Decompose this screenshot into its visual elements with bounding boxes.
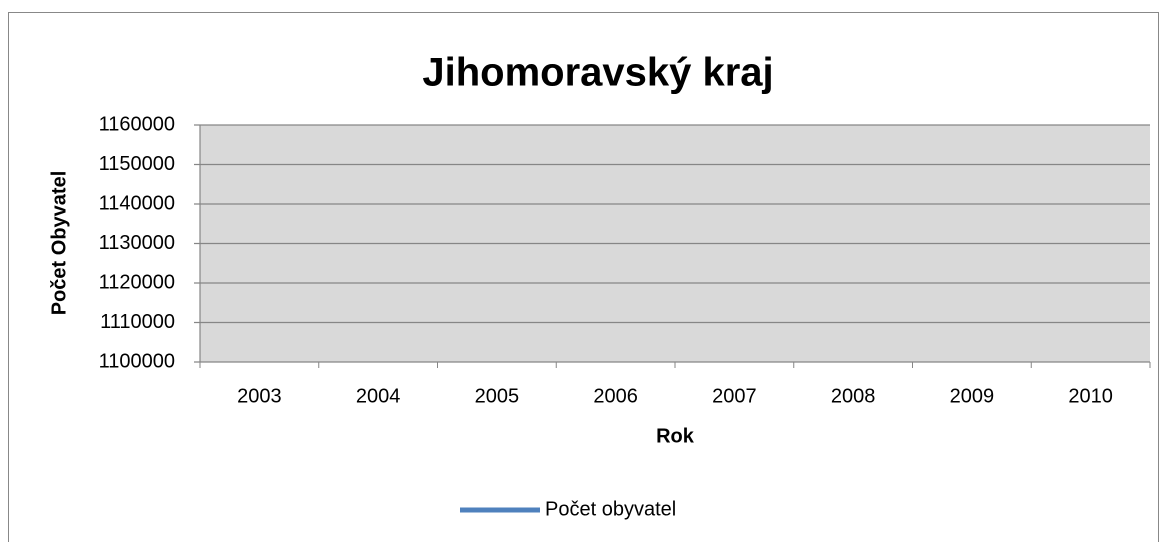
y-tick-label: 1140000 — [99, 192, 175, 214]
x-tick-label: 2008 — [831, 385, 876, 407]
legend-label: Počet obyvatel — [545, 498, 676, 520]
x-axis-label: Rok — [656, 425, 695, 447]
y-tick-label: 1100000 — [99, 350, 175, 372]
x-tick-label: 2006 — [593, 385, 638, 407]
y-tick-label: 1120000 — [99, 271, 175, 293]
x-tick-label: 2007 — [712, 385, 757, 407]
y-tick-label: 1150000 — [99, 153, 175, 175]
x-tick-label: 2010 — [1068, 385, 1113, 407]
y-tick-label: 1110000 — [100, 311, 175, 333]
y-tick-label: 1130000 — [99, 232, 175, 254]
x-tick-label: 2003 — [237, 385, 282, 407]
x-tick-label: 2009 — [950, 385, 995, 407]
y-axis-label: Počet Obyvatel — [48, 171, 70, 316]
x-tick-label: 2004 — [356, 385, 401, 407]
x-tick-label: 2005 — [475, 385, 520, 407]
chart-title: Jihomoravský kraj — [422, 51, 773, 95]
y-tick-label: 1160000 — [99, 113, 175, 135]
